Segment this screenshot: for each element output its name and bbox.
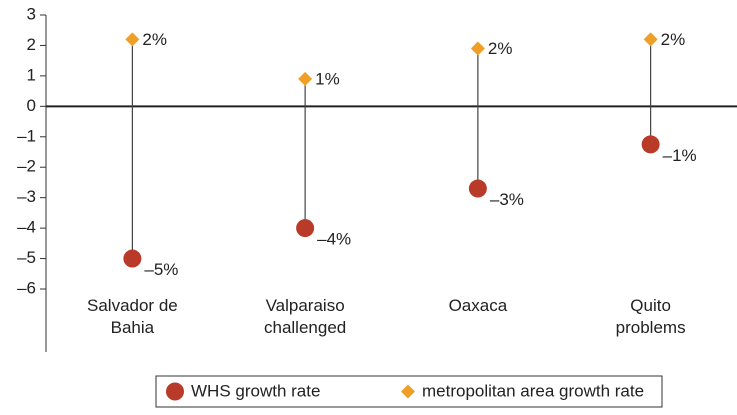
y-tick-label: –5 — [17, 248, 36, 267]
dot — [641, 135, 660, 154]
legend-label: WHS growth rate — [191, 381, 320, 400]
data-label: 2% — [142, 30, 167, 49]
data-label: –5% — [144, 260, 178, 279]
legend-marker — [166, 382, 184, 401]
legend-marker — [401, 384, 415, 399]
y-tick-label: –2 — [17, 157, 36, 176]
y-tick-label: 2 — [27, 35, 36, 54]
y-tick-label: –6 — [17, 278, 36, 297]
y-tick-label: 1 — [27, 65, 36, 84]
x-tick-label: Salvador de Bahia — [87, 296, 178, 337]
data-label: 2% — [661, 30, 686, 49]
data-label: 2% — [488, 39, 513, 58]
y-tick-label: 0 — [27, 96, 36, 115]
dot — [123, 249, 142, 268]
x-tick-label: Oaxaca — [448, 296, 508, 315]
legend-label: metropolitan area growth rate — [422, 381, 644, 400]
data-label: –4% — [317, 230, 351, 249]
data-label: 1% — [315, 69, 340, 88]
y-tick-label: –1 — [17, 126, 36, 145]
diamond — [125, 32, 140, 47]
dot — [468, 179, 487, 198]
legend-box — [155, 375, 663, 408]
x-tick-label: Valparaiso challenged — [264, 296, 347, 337]
dot — [296, 219, 315, 238]
y-tick-label: –3 — [17, 187, 36, 206]
data-label: –3% — [490, 190, 524, 209]
y-tick-label: 3 — [27, 4, 36, 23]
x-tick-label: Quito problems — [615, 296, 686, 337]
diamond — [643, 32, 658, 47]
diamond — [470, 41, 485, 56]
diamond — [298, 71, 313, 86]
data-label: –1% — [663, 146, 697, 165]
y-tick-label: –4 — [17, 218, 36, 237]
